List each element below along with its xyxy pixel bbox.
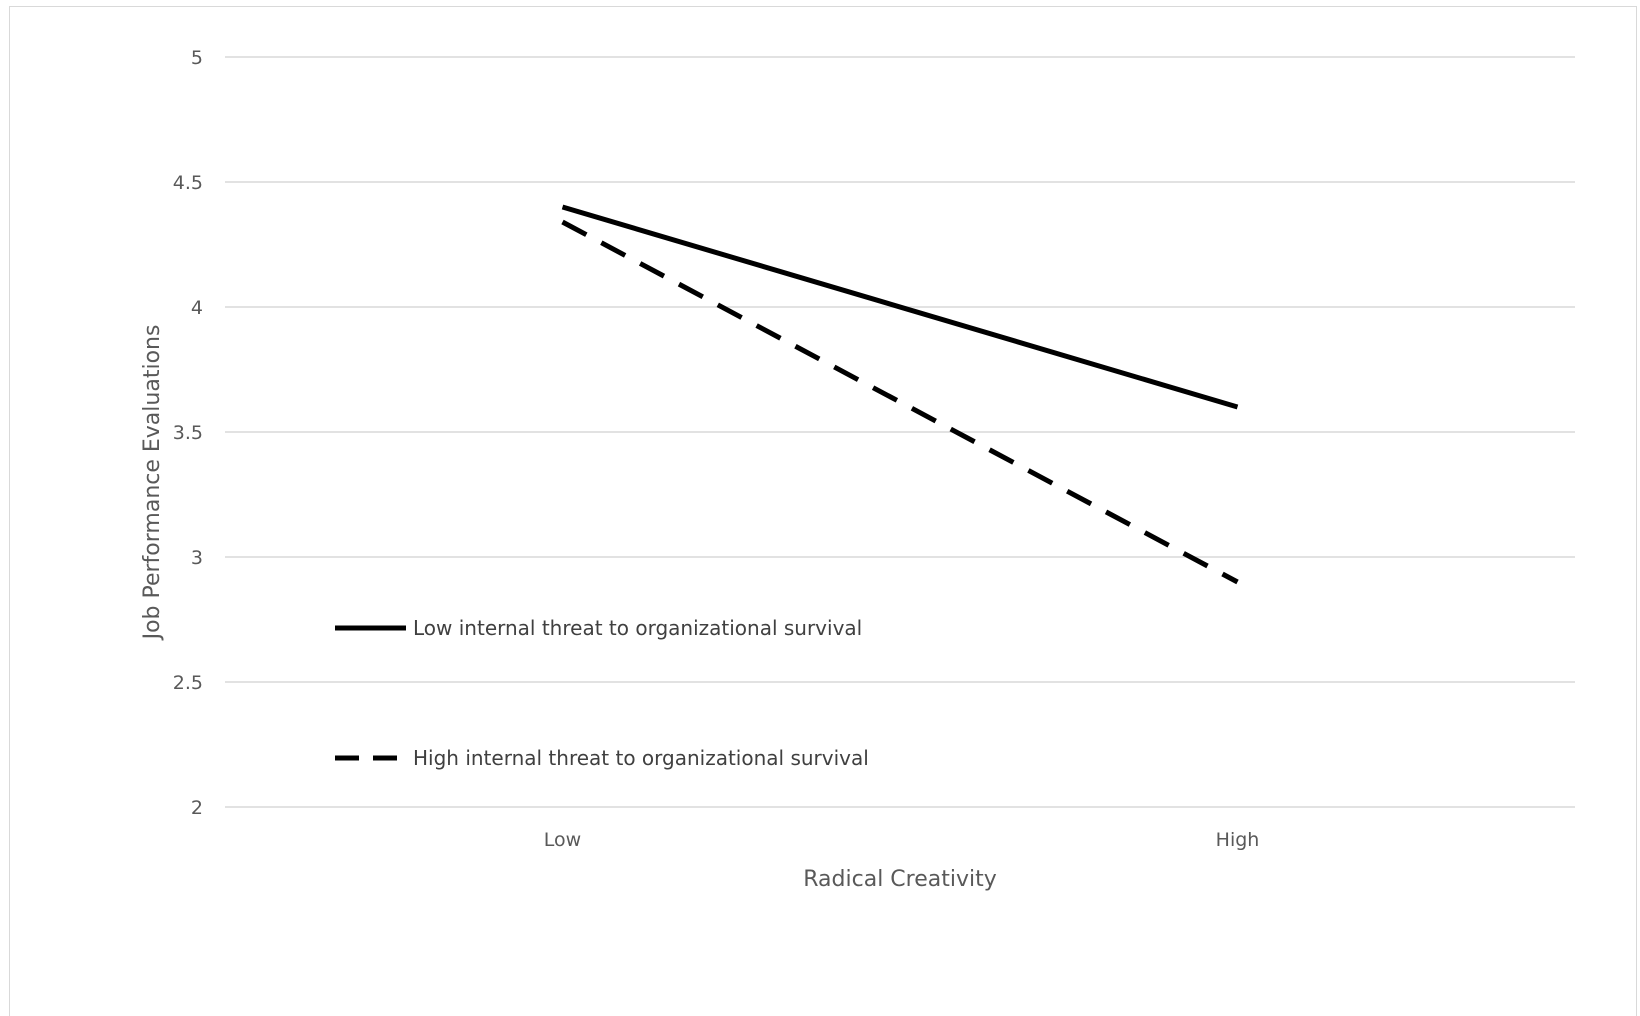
legend-label-1: Low internal threat to organizational su… [413, 616, 862, 640]
legend-label-2: High internal threat to organizational s… [413, 746, 869, 770]
legend: Low internal threat to organizational su… [335, 616, 869, 770]
y-axis-title: Job Performance Evaluations [140, 325, 165, 642]
y-axis-ticks: 2 2.5 3 3.5 4 4.5 5 [173, 47, 203, 819]
x-tick-label: High [1216, 829, 1260, 851]
x-axis-title: Radical Creativity [803, 867, 997, 892]
y-tick-label: 5 [191, 47, 203, 69]
series-line-2 [561, 219, 1239, 585]
series-lines [561, 204, 1239, 585]
x-tick-label: Low [544, 829, 581, 851]
y-tick-label: 4.5 [173, 172, 203, 194]
x-axis-ticks: Low High [544, 829, 1260, 851]
y-tick-label: 3 [191, 547, 203, 569]
y-tick-label: 2.5 [173, 672, 203, 694]
y-tick-label: 4 [191, 297, 203, 319]
series-line-1 [561, 204, 1239, 410]
gridlines [225, 56, 1575, 808]
chart-frame [9, 6, 1637, 1016]
y-tick-label: 3.5 [173, 422, 203, 444]
y-tick-label: 2 [191, 797, 203, 819]
